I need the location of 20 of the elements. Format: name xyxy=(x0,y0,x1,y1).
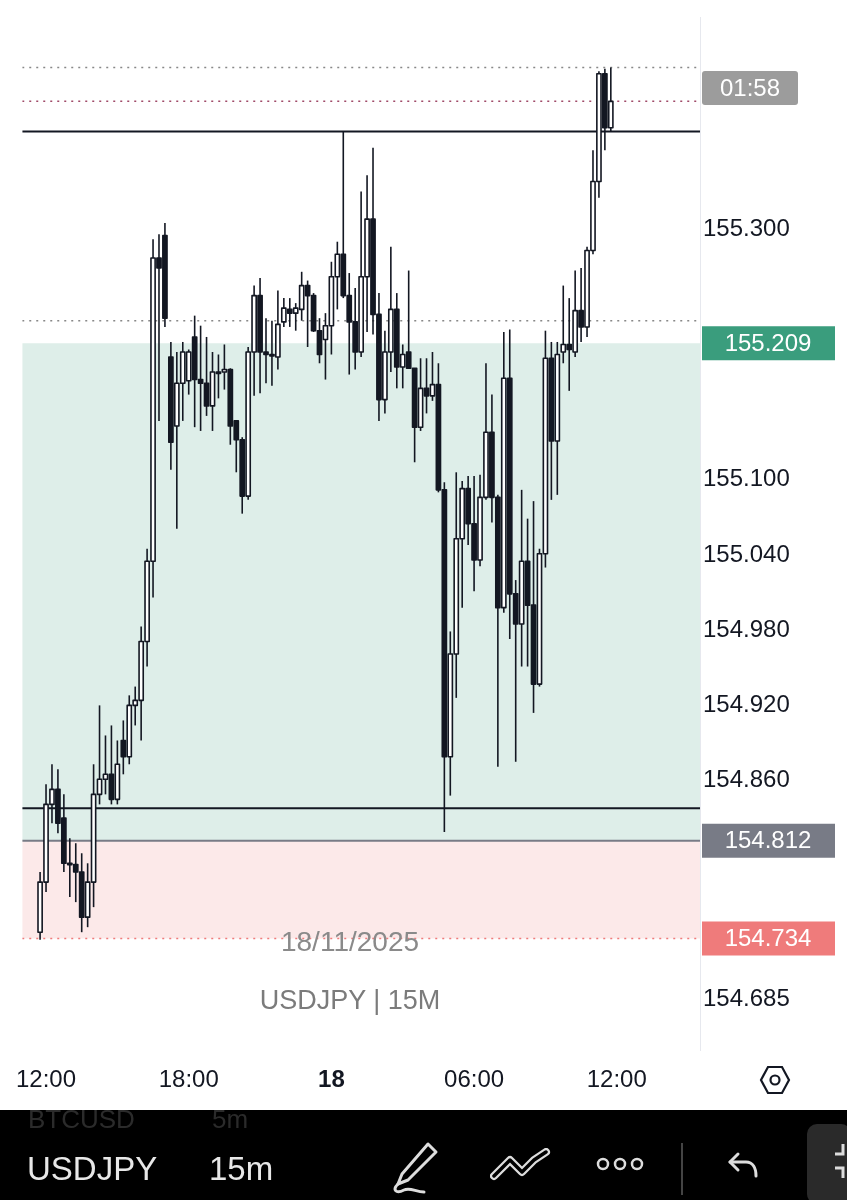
annotation: 18/11/2025 xyxy=(280,926,420,957)
x-tick-label: 18 xyxy=(318,1065,345,1093)
text: 15m xyxy=(209,1150,274,1187)
ref-line-label: 154.734 xyxy=(724,924,812,952)
y-tick-label: 154.860 xyxy=(702,765,790,793)
y-tick-label: 154.980 xyxy=(702,614,790,642)
x-tick-label: 06:00 xyxy=(444,1065,505,1093)
x-tick-label: 18:00 xyxy=(158,1065,219,1093)
ref-line-label: 154.812 xyxy=(724,826,812,854)
x-tick-label: 12:00 xyxy=(586,1065,647,1093)
text: USDJPY xyxy=(27,1150,158,1187)
annotation: USDJPY | 15M xyxy=(259,985,441,1015)
band-label: 155.209 xyxy=(724,328,812,356)
y-tick-label: 154.685 xyxy=(702,984,790,1012)
text: 01:58 xyxy=(702,71,799,105)
y-tick-label: 155.300 xyxy=(702,213,790,241)
y-tick-label: 155.040 xyxy=(702,539,790,567)
y-tick-label: 155.100 xyxy=(702,464,790,492)
x-tick-label: 12:00 xyxy=(16,1065,77,1093)
y-tick-label: 154.920 xyxy=(702,690,790,718)
